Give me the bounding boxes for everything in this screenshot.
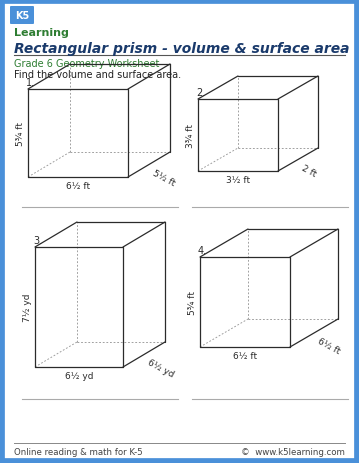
- Text: 2 ft: 2 ft: [300, 163, 318, 178]
- Text: 1.: 1.: [26, 78, 35, 88]
- Text: 6½ yd: 6½ yd: [146, 358, 176, 379]
- Text: 4.: 4.: [198, 245, 207, 256]
- Text: 6½ ft: 6½ ft: [233, 351, 257, 360]
- Text: 3¾ ft: 3¾ ft: [186, 124, 195, 148]
- Text: 6½ yd: 6½ yd: [65, 371, 93, 380]
- Text: 6½ ft: 6½ ft: [316, 336, 341, 356]
- Text: 5¾ ft: 5¾ ft: [188, 290, 197, 314]
- Text: 6½ ft: 6½ ft: [66, 181, 90, 191]
- FancyBboxPatch shape: [10, 7, 34, 25]
- Text: Find the volume and surface area.: Find the volume and surface area.: [14, 70, 181, 80]
- Text: Rectangular prism - volume & surface area: Rectangular prism - volume & surface are…: [14, 42, 350, 56]
- Text: Online reading & math for K-5: Online reading & math for K-5: [14, 447, 143, 456]
- Text: 3½ ft: 3½ ft: [226, 175, 250, 185]
- Text: ©  www.k5learning.com: © www.k5learning.com: [241, 447, 345, 456]
- Text: 3.: 3.: [33, 236, 42, 245]
- Text: 5¾ ft: 5¾ ft: [16, 122, 25, 146]
- Text: Grade 6 Geometry Worksheet: Grade 6 Geometry Worksheet: [14, 59, 159, 69]
- Text: 7½ yd: 7½ yd: [23, 293, 32, 322]
- Text: Learning: Learning: [14, 28, 69, 38]
- Text: 5½ ft: 5½ ft: [151, 168, 177, 188]
- Text: K5: K5: [15, 11, 29, 21]
- Text: 2.: 2.: [196, 88, 205, 98]
